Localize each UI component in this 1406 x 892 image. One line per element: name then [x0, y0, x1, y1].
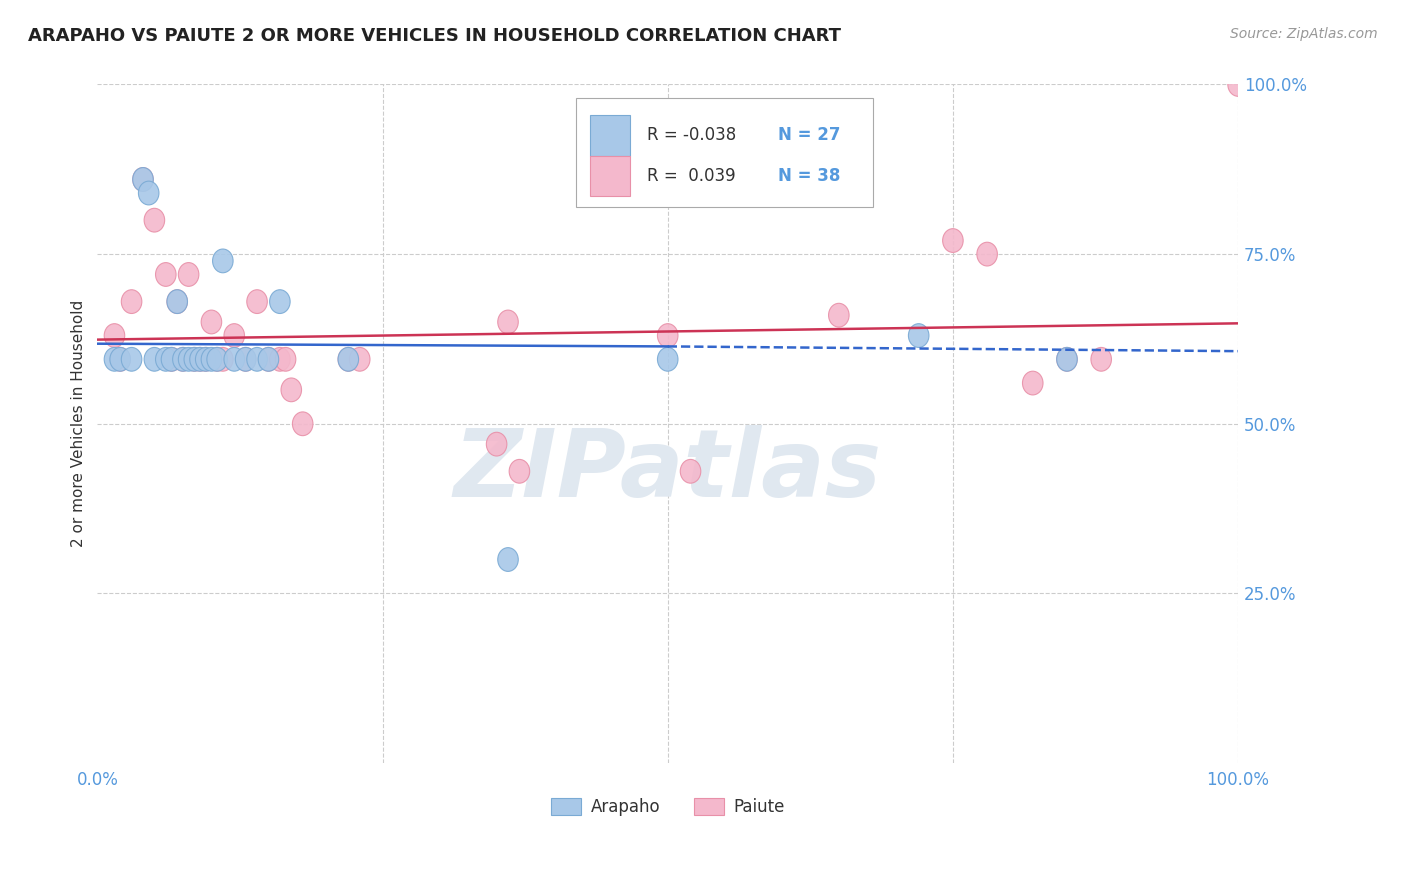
Ellipse shape	[207, 347, 228, 371]
Ellipse shape	[270, 347, 290, 371]
Ellipse shape	[138, 181, 159, 205]
Ellipse shape	[658, 324, 678, 347]
Ellipse shape	[190, 347, 211, 371]
Ellipse shape	[173, 347, 193, 371]
Ellipse shape	[486, 433, 508, 456]
Text: N = 27: N = 27	[779, 127, 841, 145]
Ellipse shape	[292, 412, 314, 435]
Ellipse shape	[1057, 347, 1077, 371]
Text: N = 38: N = 38	[779, 167, 841, 185]
Ellipse shape	[247, 347, 267, 371]
Ellipse shape	[509, 459, 530, 483]
Ellipse shape	[350, 347, 370, 371]
Ellipse shape	[179, 262, 198, 286]
Ellipse shape	[498, 310, 519, 334]
Ellipse shape	[110, 347, 131, 371]
Ellipse shape	[977, 243, 997, 266]
Ellipse shape	[259, 347, 278, 371]
Text: ZIPatlas: ZIPatlas	[454, 425, 882, 517]
Ellipse shape	[908, 324, 929, 347]
Ellipse shape	[195, 347, 217, 371]
Ellipse shape	[173, 347, 193, 371]
Ellipse shape	[498, 548, 519, 572]
Ellipse shape	[212, 347, 233, 371]
Text: R = -0.038: R = -0.038	[647, 127, 737, 145]
Y-axis label: 2 or more Vehicles in Household: 2 or more Vehicles in Household	[72, 301, 86, 548]
Ellipse shape	[184, 347, 205, 371]
Ellipse shape	[184, 347, 205, 371]
Ellipse shape	[681, 459, 700, 483]
FancyBboxPatch shape	[591, 156, 630, 196]
Ellipse shape	[132, 168, 153, 191]
Ellipse shape	[337, 347, 359, 371]
Ellipse shape	[167, 290, 187, 313]
Ellipse shape	[121, 347, 142, 371]
Text: ARAPAHO VS PAIUTE 2 OR MORE VEHICLES IN HOUSEHOLD CORRELATION CHART: ARAPAHO VS PAIUTE 2 OR MORE VEHICLES IN …	[28, 27, 841, 45]
Ellipse shape	[167, 290, 187, 313]
Ellipse shape	[162, 347, 181, 371]
Ellipse shape	[281, 378, 301, 401]
Ellipse shape	[828, 303, 849, 327]
Ellipse shape	[224, 347, 245, 371]
Ellipse shape	[201, 347, 222, 371]
Ellipse shape	[276, 347, 295, 371]
Ellipse shape	[195, 347, 217, 371]
FancyBboxPatch shape	[591, 115, 630, 156]
Ellipse shape	[201, 310, 222, 334]
Ellipse shape	[224, 324, 245, 347]
Ellipse shape	[132, 168, 153, 191]
Ellipse shape	[162, 347, 181, 371]
Ellipse shape	[156, 262, 176, 286]
Ellipse shape	[1091, 347, 1112, 371]
Ellipse shape	[1227, 72, 1249, 96]
Text: Source: ZipAtlas.com: Source: ZipAtlas.com	[1230, 27, 1378, 41]
Ellipse shape	[1022, 371, 1043, 395]
Ellipse shape	[110, 347, 131, 371]
Ellipse shape	[235, 347, 256, 371]
Ellipse shape	[235, 347, 256, 371]
Ellipse shape	[1057, 347, 1077, 371]
Ellipse shape	[247, 290, 267, 313]
Ellipse shape	[270, 290, 290, 313]
Ellipse shape	[259, 347, 278, 371]
Ellipse shape	[190, 347, 211, 371]
Ellipse shape	[156, 347, 176, 371]
Ellipse shape	[104, 347, 125, 371]
Ellipse shape	[121, 290, 142, 313]
Legend: Arapaho, Paiute: Arapaho, Paiute	[544, 791, 792, 822]
Ellipse shape	[145, 347, 165, 371]
Ellipse shape	[658, 347, 678, 371]
Ellipse shape	[179, 347, 198, 371]
Ellipse shape	[145, 209, 165, 232]
Ellipse shape	[337, 347, 359, 371]
Ellipse shape	[207, 347, 228, 371]
Ellipse shape	[942, 228, 963, 252]
Ellipse shape	[212, 249, 233, 273]
Text: R =  0.039: R = 0.039	[647, 167, 735, 185]
Ellipse shape	[104, 324, 125, 347]
FancyBboxPatch shape	[576, 98, 873, 207]
